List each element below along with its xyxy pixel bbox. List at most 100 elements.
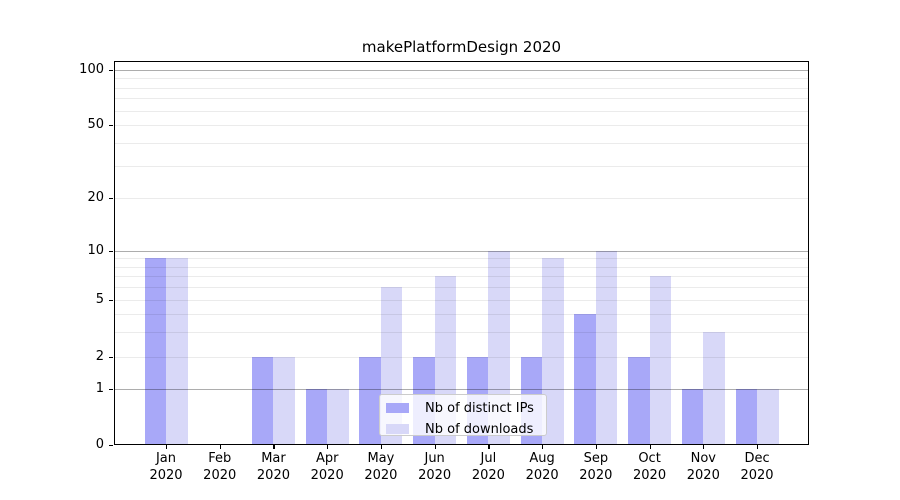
y-tick-mark [109,70,113,72]
x-tick-label-year: 2020 [471,468,505,483]
minor-gridline [114,258,809,260]
x-tick-label-year: 2020 [633,468,667,483]
bar-distinct-ips-dec [735,389,758,445]
x-tick-label-year: 2020 [525,468,559,483]
chart-title: makePlatformDesign 2020 [361,38,562,56]
minor-gridline [114,78,809,80]
legend-swatch-distinct-ips [386,403,409,413]
bar-distinct-ips-apr [305,389,328,445]
y-tick-label: 1 [95,381,104,396]
x-tick-label-year: 2020 [418,468,452,483]
minor-gridline [114,87,809,89]
x-tick-label-year: 2020 [256,468,290,483]
x-tick-label-month: Jul [480,451,497,466]
x-tick-label: May 2020 [349,450,413,484]
x-tick-mark [219,445,221,449]
x-tick-label: Sep 2020 [564,450,628,484]
bar-downloads-nov [703,331,725,445]
bar-downloads-jan [166,258,188,445]
x-tick-mark [327,445,329,449]
x-tick-label-month: May [367,451,395,466]
legend: Nb of distinct IPs Nb of downloads [379,394,547,437]
bar-distinct-ips-oct [628,357,650,445]
minor-gridline [114,125,809,126]
x-tick-label-month: Feb [208,451,232,466]
x-tick-mark [488,445,490,449]
x-tick-label: Dec 2020 [725,450,789,484]
minor-gridline [114,110,809,112]
x-tick-label: Apr 2020 [295,450,359,484]
bar-downloads-aug [542,258,564,445]
y-tick-mark [109,389,113,391]
x-tick-label-month: Jun [424,451,445,466]
bar-downloads-dec [757,389,779,445]
minor-gridline [114,198,809,199]
legend-swatch-downloads [386,424,409,434]
bar-distinct-ips-sep [574,313,596,445]
y-tick-label: 20 [87,190,104,205]
x-tick-mark [649,445,651,449]
x-tick-label-month: Nov [690,451,716,466]
x-tick-mark [703,445,705,449]
x-tick-label: Jan 2020 [134,450,198,484]
x-tick-label-month: Sep [583,451,609,466]
x-tick-label-month: Oct [638,451,661,466]
x-tick-label-year: 2020 [203,468,237,483]
minor-gridline [114,98,809,100]
legend-item: Nb of distinct IPs [386,400,546,416]
x-tick-label-month: Dec [744,451,770,466]
x-tick-label: Feb 2020 [188,450,252,484]
y-tick-mark [109,251,113,253]
bar-downloads-oct [649,276,672,445]
bar-downloads-apr [327,389,349,445]
y-tick-label: 50 [87,117,104,132]
minor-gridline [114,300,809,301]
y-tick-label: 0 [95,436,104,452]
x-tick-label-month: Aug [529,451,555,466]
minor-gridline [114,142,809,144]
x-tick-mark [757,445,759,449]
x-tick-mark [595,445,598,449]
bar-distinct-ips-nov [681,389,704,445]
minor-gridline [114,287,809,289]
major-gridline [114,70,809,71]
bar-downloads-mar [273,357,295,445]
x-tick-label-year: 2020 [149,468,183,483]
y-tick-mark [109,357,113,359]
x-tick-label: Jun 2020 [403,450,467,484]
x-tick-label: Mar 2020 [241,450,305,484]
y-tick-mark [109,300,113,302]
y-tick-label: 5 [95,292,104,307]
bar-distinct-ips-jan [144,258,166,445]
legend-label: Nb of distinct IPs [425,400,534,416]
y-tick-mark [109,198,113,200]
x-tick-label: Aug 2020 [510,450,574,484]
x-tick-label-month: Apr [315,451,339,466]
x-tick-label-year: 2020 [579,468,613,483]
x-tick-mark [542,445,544,449]
x-tick-label: Oct 2020 [618,450,682,484]
y-tick-label: 2 [95,349,104,364]
x-tick-label-year: 2020 [686,468,720,483]
minor-gridline [114,276,809,278]
x-tick-mark [166,445,168,449]
bar-distinct-ips-may [359,357,381,445]
minor-gridline [114,266,809,268]
minor-gridline [114,165,809,167]
x-tick-label-year: 2020 [310,468,344,483]
y-tick-label: 10 [87,243,104,258]
y-tick-mark [109,125,113,127]
x-tick-label-month: Mar [261,451,286,466]
x-tick-label-month: Jan [155,451,177,466]
x-tick-label: Jul 2020 [456,450,520,484]
legend-item: Nb of downloads [386,421,546,437]
x-tick-mark [273,445,275,449]
bar-downloads-sep [595,251,618,445]
major-gridline [114,251,809,252]
minor-gridline [114,357,809,358]
x-tick-mark [380,445,383,449]
x-tick-label-year: 2020 [740,468,774,483]
y-tick-mark [109,444,113,446]
x-tick-mark [434,445,436,449]
